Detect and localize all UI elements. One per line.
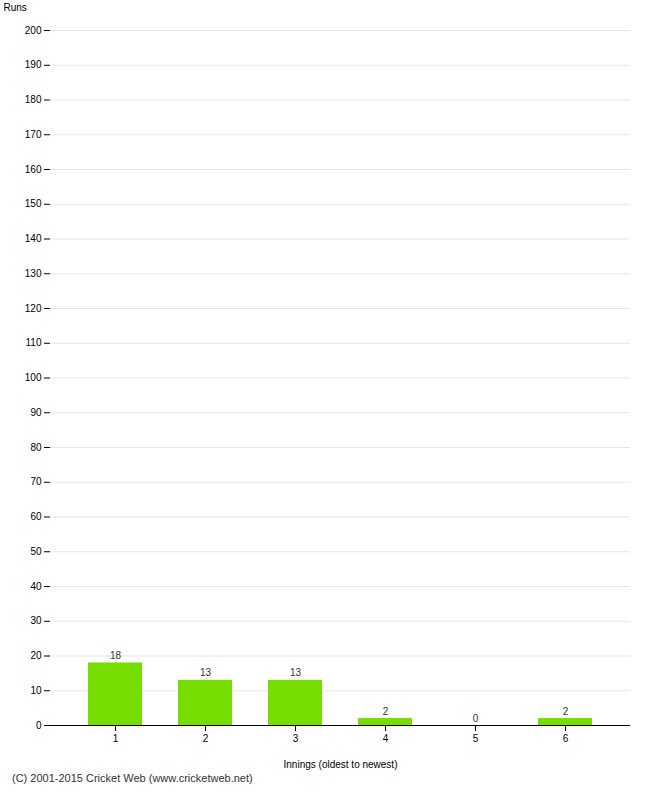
svg-text:13: 13 — [290, 667, 302, 678]
svg-text:100: 100 — [25, 372, 42, 383]
svg-text:0: 0 — [473, 713, 479, 724]
svg-text:170: 170 — [25, 129, 42, 140]
svg-text:130: 130 — [25, 268, 42, 279]
svg-text:5: 5 — [473, 733, 479, 744]
svg-text:120: 120 — [25, 303, 42, 314]
svg-text:140: 140 — [25, 233, 42, 244]
svg-text:60: 60 — [30, 511, 42, 522]
svg-text:30: 30 — [30, 615, 42, 626]
svg-text:2: 2 — [383, 706, 389, 717]
svg-text:110: 110 — [26, 337, 42, 348]
svg-text:70: 70 — [30, 476, 42, 487]
svg-text:190: 190 — [25, 59, 42, 70]
svg-text:160: 160 — [25, 164, 42, 175]
svg-text:18: 18 — [110, 650, 122, 661]
svg-text:1: 1 — [113, 733, 119, 744]
svg-text:10: 10 — [30, 685, 42, 696]
svg-text:180: 180 — [25, 94, 42, 105]
svg-text:50: 50 — [30, 546, 42, 557]
svg-text:6: 6 — [563, 733, 569, 744]
svg-text:13: 13 — [200, 667, 212, 678]
svg-text:2: 2 — [563, 706, 569, 717]
svg-text:0: 0 — [36, 720, 42, 731]
svg-text:Innings (oldest to newest): Innings (oldest to newest) — [284, 759, 398, 770]
svg-text:80: 80 — [30, 442, 42, 453]
svg-text:150: 150 — [25, 198, 42, 209]
svg-text:2: 2 — [203, 733, 209, 744]
svg-text:4: 4 — [383, 733, 389, 744]
svg-text:Runs: Runs — [4, 2, 27, 13]
svg-text:40: 40 — [30, 581, 42, 592]
svg-text:90: 90 — [30, 407, 42, 418]
svg-text:3: 3 — [293, 733, 299, 744]
html-text:(C) 2001-2015 Cricket Web (www: (C) 2001-2015 Cricket Web (www.cricketwe… — [12, 772, 253, 784]
svg-text:200: 200 — [25, 25, 42, 36]
svg-text:20: 20 — [30, 650, 42, 661]
